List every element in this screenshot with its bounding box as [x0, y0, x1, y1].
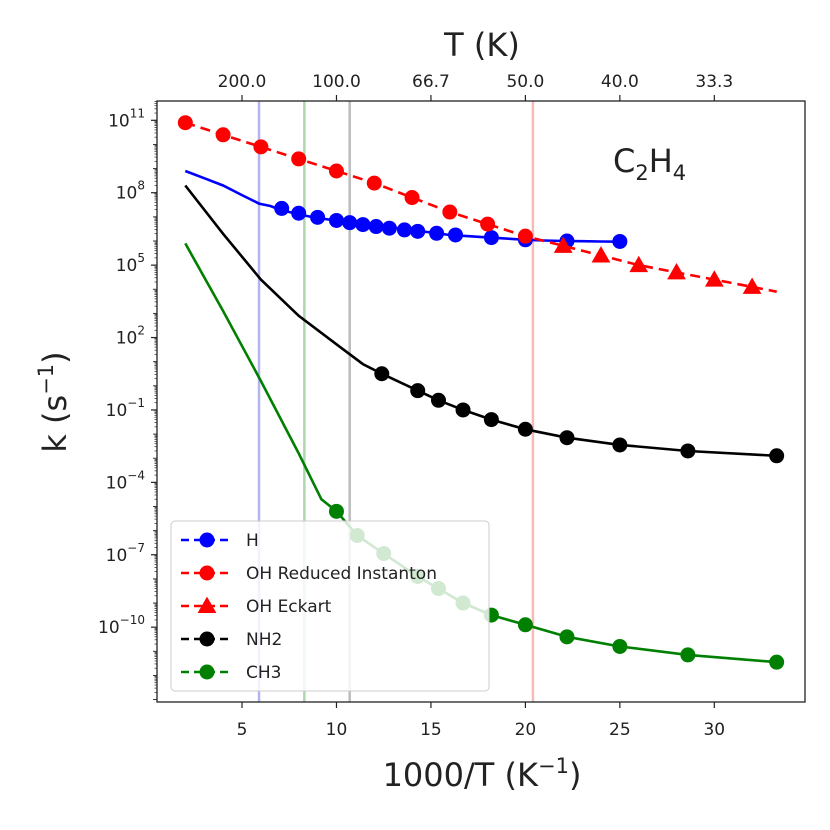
y-tick-label: 108 [116, 179, 145, 204]
data-point [742, 277, 762, 294]
x-tick-label-25: 25 [609, 720, 631, 740]
data-point [410, 383, 426, 399]
series-h [184, 169, 628, 249]
data-point [381, 220, 397, 236]
data-point [368, 219, 384, 235]
top-tick-label-5: 200.0 [218, 72, 267, 92]
data-point [559, 629, 575, 645]
data-point [559, 430, 575, 446]
series-oh-eckart [553, 236, 762, 294]
x-axis-label: 1000/T (K−1) [383, 754, 582, 794]
data-point [253, 139, 269, 155]
legend-marker [197, 596, 217, 614]
data-point [612, 437, 628, 453]
data-point [483, 230, 499, 246]
top-tick-label-25: 40.0 [601, 72, 639, 92]
series-line [184, 184, 777, 458]
series-layer [177, 115, 785, 670]
data-point [517, 228, 533, 244]
legend-label: NH2 [246, 630, 282, 650]
data-point [667, 262, 686, 280]
data-point [447, 227, 463, 243]
data-point [396, 222, 412, 238]
top-axis-label: T (K) [443, 26, 520, 64]
y-tick-label: 10−4 [106, 468, 145, 493]
x-tick-label-20: 20 [515, 720, 537, 740]
molecule-annotation: C2H4 [613, 142, 686, 185]
y-axis-label: k (s−1) [34, 351, 74, 452]
data-point [480, 216, 496, 232]
data-point [328, 163, 344, 179]
data-point [291, 151, 307, 167]
data-point [355, 217, 371, 233]
data-point [769, 448, 785, 464]
data-point [629, 255, 649, 273]
data-point [483, 412, 499, 428]
legend: H OH Reduced Instanton OH Eckart NH2 CH3 [170, 520, 490, 692]
data-point [517, 421, 533, 437]
data-point [328, 503, 344, 519]
data-point [517, 617, 533, 633]
data-point [366, 175, 382, 191]
data-point [704, 270, 724, 287]
data-point [404, 190, 420, 206]
data-point [680, 443, 696, 459]
series-nh2 [184, 184, 785, 464]
y-tick-label: 10−1 [106, 396, 145, 421]
data-point [310, 209, 326, 225]
data-point [429, 225, 445, 241]
legend-marker [199, 532, 215, 548]
x-tick-label-15: 15 [420, 720, 442, 740]
x-tick-label-10: 10 [326, 720, 348, 740]
series-oh-reduced-instanton [177, 115, 777, 293]
legend-label: CH3 [246, 663, 281, 683]
legend-marker [199, 631, 215, 647]
x-tick-label-5: 5 [237, 720, 248, 740]
data-point [680, 647, 696, 663]
series-dashed-line [184, 121, 777, 293]
y-tick-label: 102 [116, 324, 145, 349]
data-point [769, 654, 785, 670]
legend-label: OH Eckart [246, 597, 332, 617]
data-point [374, 366, 390, 382]
y-tick-label: 105 [116, 251, 145, 276]
data-point [215, 127, 231, 143]
data-point [612, 233, 628, 249]
data-point [177, 115, 193, 131]
data-point [455, 402, 471, 418]
data-point [612, 638, 628, 654]
data-point [328, 212, 344, 228]
legend-label: H [246, 531, 259, 551]
x-tick-label-30: 30 [703, 720, 725, 740]
top-tick-label-20: 50.0 [506, 72, 544, 92]
legend-marker [199, 565, 215, 581]
x-axis-ticks: 5 10 15 20 25 30 [237, 702, 725, 740]
top-axis-ticks: 200.0 100.0 66.7 50.0 40.0 33.3 [218, 72, 733, 101]
data-point [291, 205, 307, 221]
data-point [274, 200, 290, 216]
data-point [342, 215, 358, 231]
legend-marker [199, 664, 215, 680]
y-axis-ticks: 10−10 10−7 10−4 10−1 102 105 108 1011 [98, 101, 157, 701]
top-tick-label-10: 100.0 [312, 72, 361, 92]
y-tick-label: 1011 [108, 106, 145, 131]
y-tick-label: 10−7 [106, 541, 145, 566]
data-point [430, 392, 446, 408]
data-point [591, 246, 611, 263]
top-tick-label-30: 33.3 [695, 72, 733, 92]
top-tick-label-15: 66.7 [412, 72, 450, 92]
legend-label: OH Reduced Instanton [246, 564, 437, 584]
legend-frame [170, 520, 490, 692]
y-tick-label: 10−10 [98, 613, 145, 638]
plot-frame [156, 100, 806, 703]
data-point [553, 236, 573, 253]
data-point [410, 223, 426, 239]
data-point [442, 204, 458, 220]
